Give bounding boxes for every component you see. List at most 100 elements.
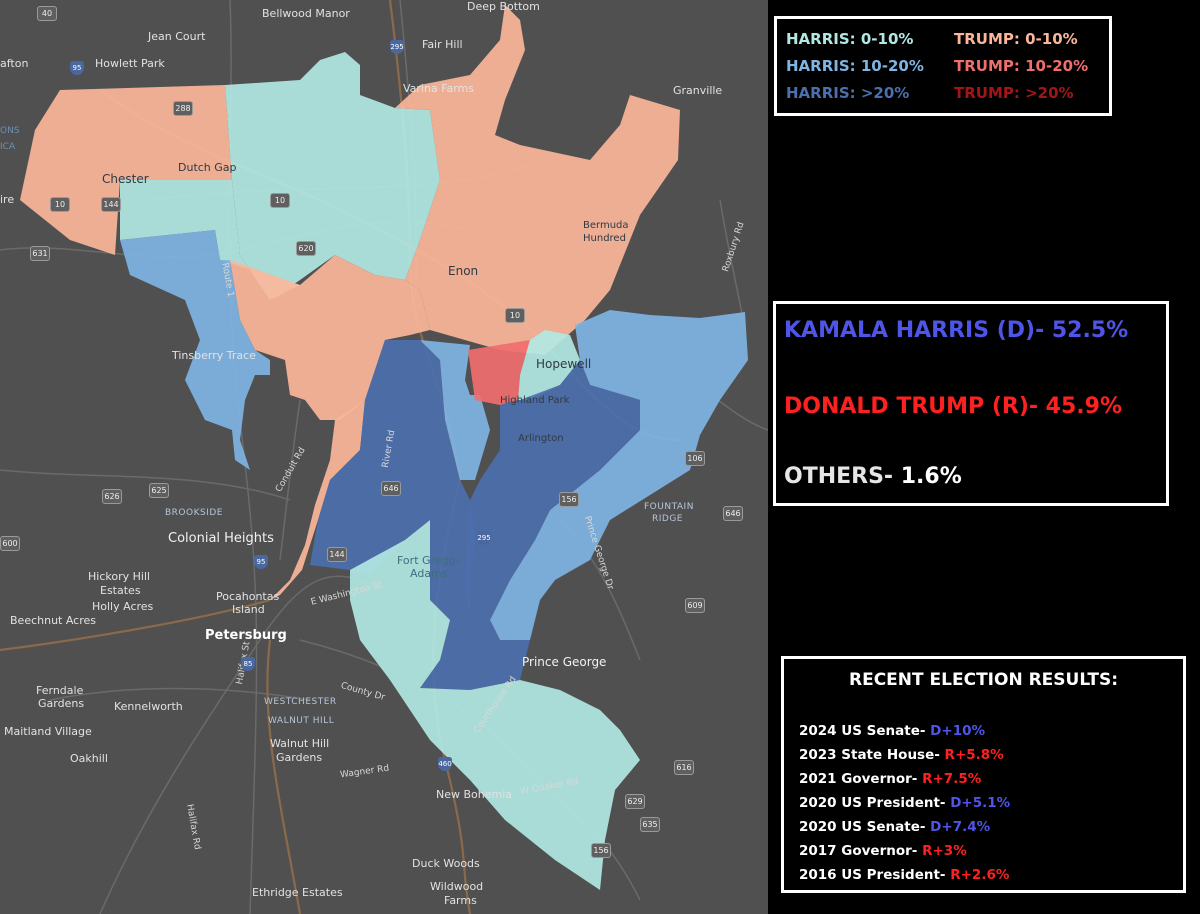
route-shield: 635 <box>640 817 660 832</box>
others-result: OTHERS- 1.6% <box>784 464 962 489</box>
place-walnut-hill-gardens: Gardens <box>276 751 323 764</box>
route-shield: 629 <box>625 794 645 809</box>
precinct-harris-0-10-hopewell <box>518 330 580 400</box>
interstate-shield: 95 <box>70 61 84 75</box>
legend-trump-gt20: TRUMP: >20% <box>954 84 1074 102</box>
place-howlett-park: Howlett Park <box>95 57 165 70</box>
route-shield: 620 <box>296 241 316 256</box>
route-shield: 609 <box>685 598 705 613</box>
precinct-trump-10-20-hopewell <box>468 340 530 405</box>
election-margin: R+5.8% <box>944 747 1004 763</box>
place-duck-woods: Duck Woods <box>412 857 480 870</box>
route-shield: 10 <box>270 193 290 208</box>
precinct-harris-10-20-west <box>120 230 270 470</box>
route-shield: 144 <box>327 547 347 562</box>
route-shield: 156 <box>591 843 611 858</box>
place-ire: ire <box>0 193 15 206</box>
recent-results-title: RECENT ELECTION RESULTS: <box>849 670 1118 690</box>
election-result-row: 2016 US President- R+2.6% <box>799 867 1009 883</box>
election-label: 2020 US President- <box>799 795 951 811</box>
place-colonial-heights: Colonial Heights <box>168 531 274 546</box>
route-shield: 156 <box>559 492 579 507</box>
precinct-harris-0-10-chester <box>120 180 300 300</box>
precinct-harris-0-10-north <box>225 52 440 300</box>
area-walnut-hill: WALNUT HILL <box>268 716 335 726</box>
place-dutch-gap: Dutch Gap <box>178 161 237 174</box>
place-ferndale: Ferndale <box>36 684 84 697</box>
precinct-trump-0-10-west <box>20 85 232 255</box>
area-westchester: WESTCHESTER <box>264 697 337 707</box>
place-prince-george: Prince George <box>522 655 607 669</box>
place-beechnut-acres: Beechnut Acres <box>10 614 97 627</box>
place-highland-park: Highland Park <box>500 395 570 406</box>
place-bermuda: Bermuda <box>583 220 629 231</box>
district-map: Bellwood Manor Jean Court Howlett Park a… <box>0 0 768 914</box>
route-shield: 616 <box>674 760 694 775</box>
place-tinsberry-trace: Tinsberry Trace <box>172 349 256 362</box>
route-shield: 40 <box>37 6 57 21</box>
place-walnut-hill: Walnut Hill <box>270 737 330 750</box>
place-afton: afton <box>0 57 29 70</box>
place-deep-bottom: Deep Bottom <box>467 0 540 13</box>
route-shield: 10 <box>50 197 70 212</box>
election-result-row: 2020 US President- D+5.1% <box>799 795 1010 811</box>
precinct-harris-10-20-east <box>490 310 748 640</box>
election-margin: R+3% <box>922 843 967 859</box>
area-fountain: FOUNTAIN <box>644 502 694 512</box>
election-label: 2023 State House- <box>799 747 945 763</box>
place-island: Island <box>232 603 265 616</box>
place-ica: ICA <box>0 142 16 152</box>
trump-result: DONALD TRUMP (R)- 45.9% <box>784 394 1122 419</box>
interstate-shield: 295 <box>477 531 491 545</box>
route-shield: 288 <box>173 101 193 116</box>
harris-result: KAMALA HARRIS (D)- 52.5% <box>784 318 1129 343</box>
election-label: 2021 Governor- <box>799 771 923 787</box>
precinct-harris-gt20-river-rd <box>310 340 470 575</box>
route-shield: 625 <box>149 483 169 498</box>
legend-panel: HARRIS: 0-10% HARRIS: 10-20% HARRIS: >20… <box>774 16 1112 116</box>
place-fair-hill: Fair Hill <box>422 38 463 51</box>
election-result-row: 2021 Governor- R+7.5% <box>799 771 981 787</box>
precinct-trump-0-10-northeast <box>395 5 680 355</box>
place-granville: Granville <box>673 84 723 97</box>
election-label: 2016 US President- <box>799 867 951 883</box>
election-label: 2020 US Senate- <box>799 819 931 835</box>
interstate-shield: 85 <box>241 657 255 671</box>
area-brookside: BROOKSIDE <box>165 508 223 518</box>
interstate-shield: 95 <box>254 555 268 569</box>
place-hundred: Hundred <box>583 233 626 244</box>
legend-harris-gt20: HARRIS: >20% <box>786 84 910 102</box>
legend-trump-0-10: TRUMP: 0-10% <box>954 30 1078 48</box>
place-ons: ONS <box>0 126 20 136</box>
recent-results-panel: RECENT ELECTION RESULTS: 2024 US Senate-… <box>781 656 1186 893</box>
place-jean-court: Jean Court <box>148 30 206 43</box>
place-hopewell: Hopewell <box>536 357 592 371</box>
election-result-row: 2020 US Senate- D+7.4% <box>799 819 990 835</box>
place-pocahontas: Pocahontas <box>216 590 280 603</box>
route-shield: 144 <box>101 197 121 212</box>
interstate-shield: 295 <box>390 40 404 54</box>
others-label: OTHERS- <box>784 464 894 489</box>
place-bellwood-manor: Bellwood Manor <box>262 7 350 20</box>
place-petersburg: Petersburg <box>205 628 287 643</box>
election-margin: D+5.1% <box>950 795 1011 811</box>
place-ferndale-gardens: Gardens <box>38 697 85 710</box>
place-arlington: Arlington <box>518 433 564 444</box>
precinct-harris-10-20-central <box>420 340 490 480</box>
place-holly-acres: Holly Acres <box>92 600 154 613</box>
election-margin: R+2.6% <box>950 867 1010 883</box>
place-maitland-village: Maitland Village <box>4 725 92 738</box>
legend-harris-0-10: HARRIS: 0-10% <box>786 30 914 48</box>
place-ethridge-estates: Ethridge Estates <box>252 886 343 899</box>
election-label: 2024 US Senate- <box>799 723 931 739</box>
place-varina-farms: Varina Farms <box>403 82 475 95</box>
place-chester: Chester <box>102 172 149 186</box>
precinct-trump-0-10-central <box>230 255 430 420</box>
results-panel: KAMALA HARRIS (D)- 52.5% DONALD TRUMP (R… <box>773 301 1169 506</box>
election-margin: R+7.5% <box>922 771 982 787</box>
route-shield: 106 <box>685 451 705 466</box>
place-hickory-hill: Hickory Hill <box>88 570 151 583</box>
place-fort-gregg: Fort Gregg- <box>397 554 460 567</box>
election-result-row: 2023 State House- R+5.8% <box>799 747 1004 763</box>
interstate-shield: 460 <box>438 757 452 771</box>
